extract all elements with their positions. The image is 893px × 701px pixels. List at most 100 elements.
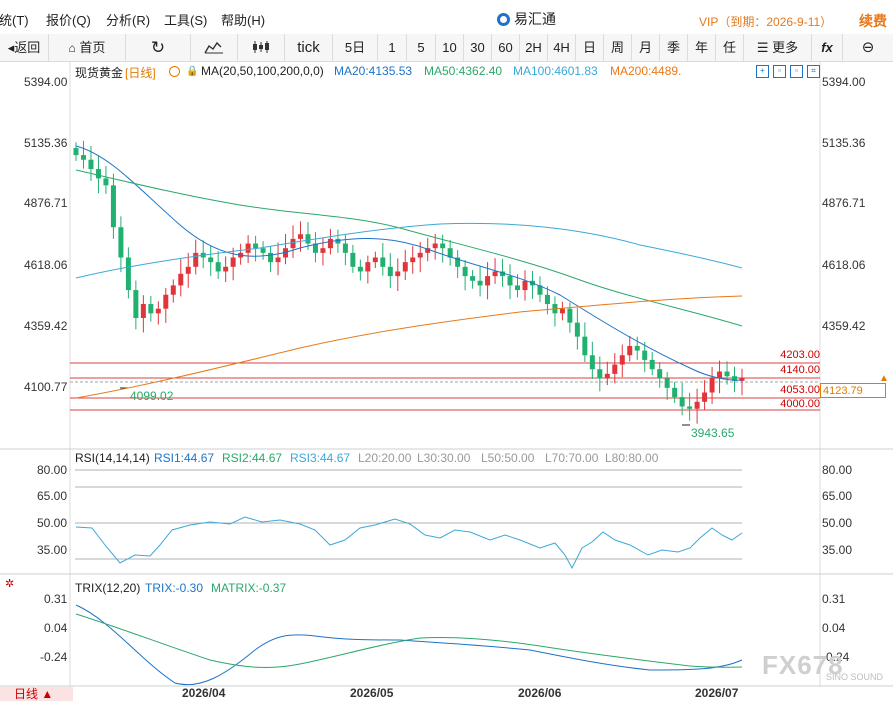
- candle-body: [604, 373, 610, 379]
- menu-help[interactable]: 帮助(H): [221, 13, 266, 28]
- candle-body: [275, 257, 281, 263]
- candle-body: [732, 376, 738, 381]
- period-1[interactable]: 1: [378, 34, 407, 61]
- rsi-tick-left: 80.00: [37, 463, 68, 477]
- chart-canvas[interactable]: [0, 62, 893, 701]
- price-tick-left: 4618.06: [24, 258, 68, 272]
- period-week[interactable]: 周: [604, 34, 632, 61]
- candle-body: [544, 294, 550, 305]
- candle-body: [327, 238, 333, 249]
- layout-icon-1[interactable]: +: [756, 65, 769, 78]
- trix-tick-right: 0.31: [822, 592, 846, 606]
- zoom-out-button[interactable]: ⊖: [843, 34, 893, 61]
- menu-system[interactable]: 系统(T): [0, 13, 29, 28]
- layout-icon-2[interactable]: ▫: [773, 65, 786, 78]
- candle-body: [372, 257, 378, 263]
- back-icon: ◂: [7, 40, 15, 55]
- period-year[interactable]: 年: [688, 34, 716, 61]
- home-icon: ⌂: [68, 41, 76, 55]
- app-logo-icon: [497, 13, 510, 26]
- period-5[interactable]: 5: [407, 34, 436, 61]
- candle-body: [567, 308, 573, 323]
- candle-body: [230, 257, 236, 267]
- candle-body: [559, 308, 565, 314]
- trix-settings-icon[interactable]: ✲: [5, 578, 15, 590]
- more-button[interactable]: ☰ 更多: [744, 34, 812, 61]
- rsi-tick-left: 50.00: [37, 516, 68, 530]
- back-button[interactable]: ◂返回: [0, 34, 49, 61]
- period-10[interactable]: 10: [436, 34, 464, 61]
- trix-tick-right: -0.24: [822, 650, 850, 664]
- candle-body: [507, 276, 513, 286]
- x-tick: 2026/04: [182, 686, 226, 700]
- layout-icon-4[interactable]: ⌗: [807, 65, 820, 78]
- matrix-value: MATRIX:-0.37: [211, 581, 287, 595]
- price-tick-left: 4876.71: [24, 196, 68, 210]
- bar-chart-icon: [204, 41, 223, 54]
- candle-body: [185, 266, 191, 274]
- menu-analysis[interactable]: 分析(R): [106, 13, 151, 28]
- period-4h[interactable]: 4H: [548, 34, 576, 61]
- trix-title: TRIX(12,20): [75, 581, 141, 595]
- rsi2-value: RSI2:44.67: [222, 451, 283, 465]
- formula-button[interactable]: fx: [812, 34, 843, 61]
- period-month[interactable]: 月: [632, 34, 660, 61]
- candle-body: [140, 304, 146, 319]
- app-title-text: 易汇通: [514, 11, 556, 27]
- level-4140: 4140.00: [780, 364, 820, 376]
- ma20-line: [75, 145, 743, 381]
- layout-icon-3[interactable]: ▫: [790, 65, 803, 78]
- candle-body: [447, 248, 453, 258]
- candle-body: [664, 378, 670, 388]
- candlestick-button[interactable]: [238, 34, 285, 61]
- price-tick-right: 4359.42: [822, 319, 866, 333]
- tick-button[interactable]: tick: [285, 34, 333, 61]
- period-30[interactable]: 30: [464, 34, 492, 61]
- period-switch-tab[interactable]: 日线 ▲: [0, 687, 73, 701]
- refresh-button[interactable]: ↻: [126, 34, 191, 61]
- period-2h[interactable]: 2H: [520, 34, 548, 61]
- candle-body: [297, 234, 303, 239]
- period-5d[interactable]: 5日: [333, 34, 378, 61]
- rsi-title: RSI(14,14,14): [75, 451, 150, 465]
- candle-body: [95, 169, 101, 179]
- indicator-button[interactable]: [191, 34, 238, 61]
- candle-body: [462, 266, 468, 277]
- ma100-value: MA100:4601.83: [513, 64, 598, 78]
- period-custom[interactable]: 任: [716, 34, 744, 61]
- home-button[interactable]: ⌂ 首页: [49, 34, 126, 61]
- ma-lines-group: [75, 145, 743, 399]
- renew-button[interactable]: 续费: [859, 13, 887, 29]
- menu-quote[interactable]: 报价(Q): [46, 13, 91, 28]
- candle-body: [672, 387, 678, 398]
- rsi-tick-left: 65.00: [37, 489, 68, 503]
- period-quarter[interactable]: 季: [660, 34, 688, 61]
- chart-layout-icons: + ▫ ▫ ⌗: [756, 62, 820, 78]
- candle-body: [597, 369, 603, 379]
- formula-icon: fx: [821, 40, 833, 55]
- candle-body: [395, 271, 401, 277]
- candle-body: [515, 285, 521, 291]
- candle-body: [73, 148, 79, 156]
- low-annotation-1: 4099.02: [130, 389, 174, 403]
- gear-icon[interactable]: [169, 65, 180, 79]
- candle-body: [253, 243, 259, 249]
- candle-body: [215, 262, 221, 272]
- candle-body: [522, 280, 528, 291]
- candle-body: [178, 273, 184, 286]
- candle-body: [455, 257, 461, 267]
- candle-body: [589, 355, 595, 370]
- menu-tools[interactable]: 工具(S): [164, 13, 208, 28]
- period-day[interactable]: 日: [576, 34, 604, 61]
- rsi-tick-right: 80.00: [822, 463, 853, 477]
- period-60[interactable]: 60: [492, 34, 520, 61]
- x-tick: 2026/06: [518, 686, 562, 700]
- level-4000: 4000.00: [780, 398, 820, 410]
- price-tick-left: 5135.36: [24, 136, 68, 150]
- rsi-tick-right: 35.00: [822, 543, 853, 557]
- candle-body: [148, 304, 154, 314]
- candle-body: [582, 336, 588, 356]
- symbol-name: 现货黄金: [75, 66, 124, 80]
- candle-body: [470, 276, 476, 281]
- candle-body: [724, 371, 730, 377]
